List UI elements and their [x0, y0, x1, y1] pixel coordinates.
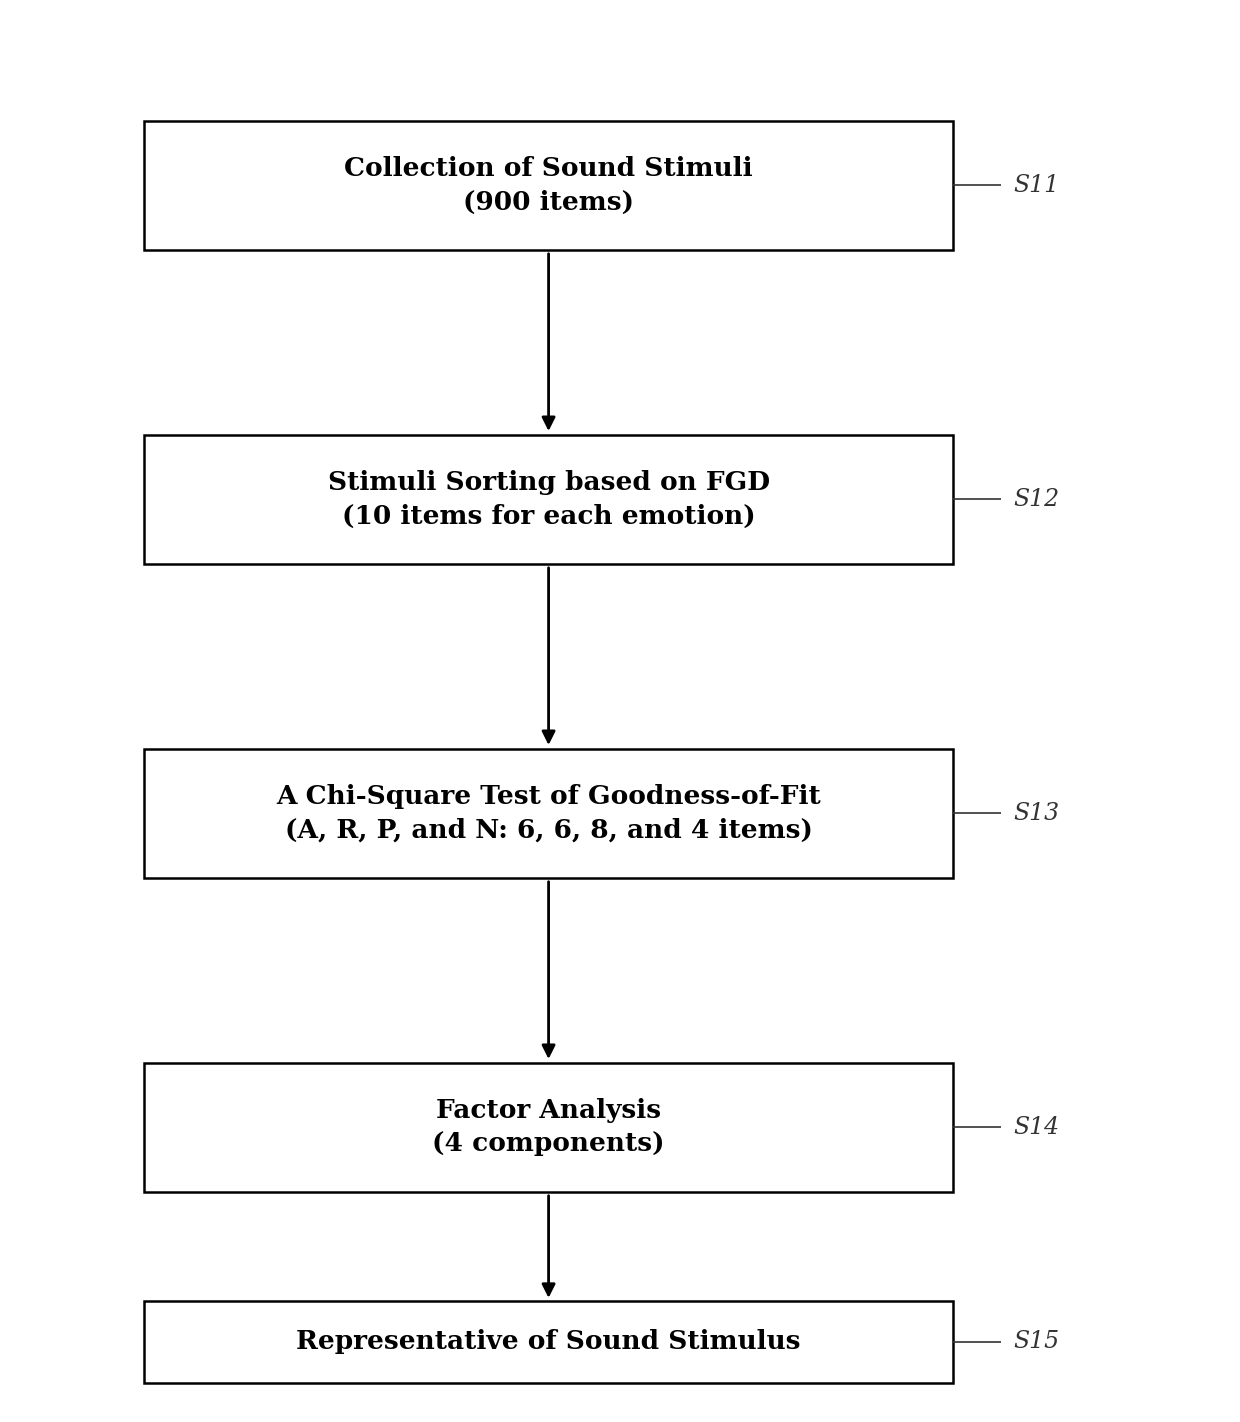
Text: S13: S13	[1013, 802, 1059, 825]
Text: Collection of Sound Stimuli
(900 items): Collection of Sound Stimuli (900 items)	[345, 156, 753, 215]
Text: S11: S11	[1013, 173, 1059, 196]
Text: S12: S12	[1013, 488, 1059, 510]
Text: Representative of Sound Stimulus: Representative of Sound Stimulus	[296, 1330, 801, 1354]
FancyBboxPatch shape	[144, 121, 954, 250]
FancyBboxPatch shape	[144, 748, 954, 879]
FancyBboxPatch shape	[144, 1062, 954, 1192]
FancyBboxPatch shape	[144, 1301, 954, 1382]
Text: Stimuli Sorting based on FGD
(10 items for each emotion): Stimuli Sorting based on FGD (10 items f…	[327, 471, 770, 529]
Text: A Chi-Square Test of Goodness-of-Fit
(A, R, P, and N: 6, 6, 8, and 4 items): A Chi-Square Test of Goodness-of-Fit (A,…	[277, 785, 821, 842]
Text: S14: S14	[1013, 1116, 1059, 1139]
FancyBboxPatch shape	[144, 435, 954, 565]
Text: S15: S15	[1013, 1330, 1059, 1354]
Text: Factor Analysis
(4 components): Factor Analysis (4 components)	[433, 1098, 665, 1156]
